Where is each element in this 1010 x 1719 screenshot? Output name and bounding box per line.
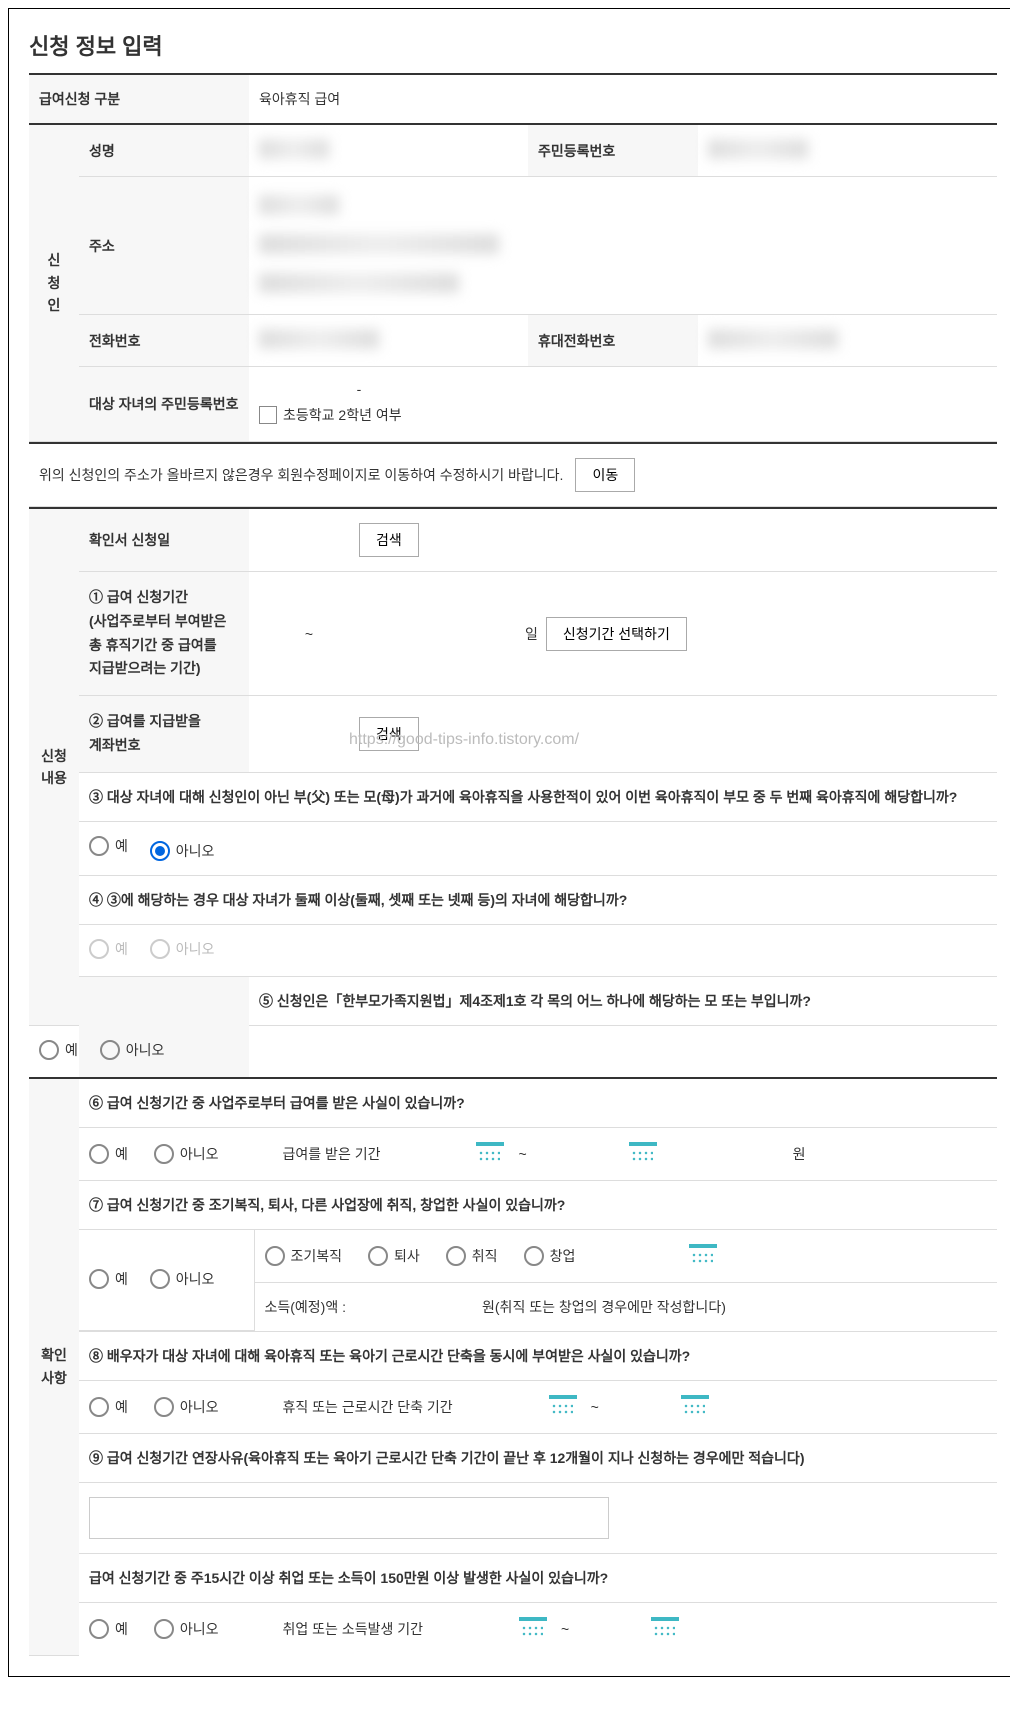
calendar-icon[interactable] [549, 1395, 577, 1419]
q5-yes-radio[interactable]: 예 [39, 1040, 78, 1060]
value-phone [249, 315, 528, 367]
select-period-button[interactable]: 신청기간 선택하기 [546, 617, 687, 651]
checkbox-elementary[interactable] [259, 406, 277, 424]
section-applicant: 신청인 [29, 124, 79, 442]
q7-income-label: 소득(예정)액 : [265, 1297, 347, 1317]
value-mobile [698, 315, 997, 367]
calendar-icon[interactable] [629, 1142, 657, 1166]
section-content: 신청내용 [29, 508, 79, 1025]
search-confirm-date-button[interactable]: 검색 [359, 523, 419, 557]
q6-text: ⑥ 급여 신청기간 중 사업주로부터 급여를 받은 사실이 있습니까? [79, 1078, 997, 1128]
q6-yes-radio[interactable]: 예 [89, 1144, 128, 1164]
q3-yes-radio[interactable]: 예 [89, 836, 128, 856]
q10-no-radio[interactable]: 아니오 [154, 1619, 219, 1639]
q6-period-label: 급여를 받은 기간 [283, 1144, 381, 1164]
calendar-icon[interactable] [519, 1617, 547, 1641]
note-address-text: 위의 신청인의 주소가 올바르지 않은경우 회원수정페이지로 이동하여 수정하시… [39, 465, 563, 485]
q7-no-radio[interactable]: 아니오 [150, 1269, 215, 1289]
q4-text: ④ ③에 해당하는 경우 대상 자녀가 둘째 이상(둘째, 셋째 또는 넷째 등… [79, 875, 997, 924]
label-app-type: 급여신청 구분 [29, 75, 249, 124]
label-period: ① 급여 신청기간 (사업주로부터 부여받은 총 휴직기간 중 급여를 지급받으… [79, 572, 249, 696]
q9-text: ⑨ 급여 신청기간 연장사유(육아휴직 또는 육아기 근로시간 단축 기간이 끝… [79, 1434, 997, 1483]
q10-yes-radio[interactable]: 예 [89, 1619, 128, 1639]
q3-no-radio[interactable]: 아니오 [150, 841, 215, 861]
calendar-icon[interactable] [689, 1244, 717, 1268]
q4-yes-radio[interactable]: 예 [89, 939, 128, 959]
q5-text: ⑤ 신청인은「한부모가족지원법」제4조제1호 각 목의 어느 하나에 해당하는 … [249, 976, 997, 1025]
move-button[interactable]: 이동 [575, 458, 635, 492]
q6-unit: 원 [793, 1144, 806, 1164]
q6-no-radio[interactable]: 아니오 [154, 1144, 219, 1164]
q7-income-note: 원(취직 또는 창업의 경우에만 작성합니다) [482, 1297, 726, 1317]
label-child-rrn: 대상 자녀의 주민등록번호 [79, 367, 249, 442]
label-phone: 전화번호 [79, 315, 249, 367]
value-address [249, 177, 997, 315]
q7-yes-radio[interactable]: 예 [89, 1269, 128, 1289]
value-rrn [698, 124, 997, 177]
calendar-icon[interactable] [681, 1395, 709, 1419]
value-app-type: 육아휴직 급여 [249, 75, 997, 124]
q10-period-label: 취업 또는 소득발생 기간 [283, 1619, 423, 1639]
checkbox-elementary-label: 초등학교 2학년 여부 [283, 405, 402, 425]
label-account: ② 급여를 지급받을 계좌번호 [79, 696, 249, 773]
q7-opt2-radio[interactable]: 퇴사 [368, 1246, 420, 1266]
calendar-icon[interactable] [651, 1617, 679, 1641]
q3-text: ③ 대상 자녀에 대해 신청인이 아닌 부(父) 또는 모(母)가 과거에 육아… [79, 772, 997, 821]
q8-yes-radio[interactable]: 예 [89, 1397, 128, 1417]
label-rrn: 주민등록번호 [528, 124, 698, 177]
q10-text: 급여 신청기간 중 주15시간 이상 취업 또는 소득이 150만원 이상 발생… [79, 1554, 997, 1603]
label-confirm-date: 확인서 신청일 [79, 508, 249, 572]
calendar-icon[interactable] [476, 1142, 504, 1166]
q7-opt1-radio[interactable]: 조기복직 [265, 1246, 343, 1266]
q8-text: ⑧ 배우자가 대상 자녀에 대해 육아휴직 또는 육아기 근로시간 단축을 동시… [79, 1332, 997, 1381]
value-name [249, 124, 528, 177]
page-title: 신청 정보 입력 [29, 29, 997, 75]
q7-opt4-radio[interactable]: 창업 [524, 1246, 576, 1266]
label-name: 성명 [79, 124, 249, 177]
label-address: 주소 [79, 177, 249, 315]
q5-no-radio[interactable]: 아니오 [100, 1040, 165, 1060]
label-mobile: 휴대전화번호 [528, 315, 698, 367]
search-account-button[interactable]: 검색 [359, 717, 419, 751]
value-child-rrn: - 초등학교 2학년 여부 [249, 367, 997, 442]
section-confirm: 확인사항 [29, 1078, 79, 1656]
q9-input[interactable] [89, 1497, 609, 1539]
q4-no-radio[interactable]: 아니오 [150, 939, 215, 959]
q7-text: ⑦ 급여 신청기간 중 조기복직, 퇴사, 다른 사업장에 취직, 창업한 사실… [79, 1180, 997, 1229]
q8-no-radio[interactable]: 아니오 [154, 1397, 219, 1417]
q7-opt3-radio[interactable]: 취직 [446, 1246, 498, 1266]
period-unit: 일 [525, 624, 538, 644]
q8-period-label: 휴직 또는 근로시간 단축 기간 [283, 1397, 453, 1417]
